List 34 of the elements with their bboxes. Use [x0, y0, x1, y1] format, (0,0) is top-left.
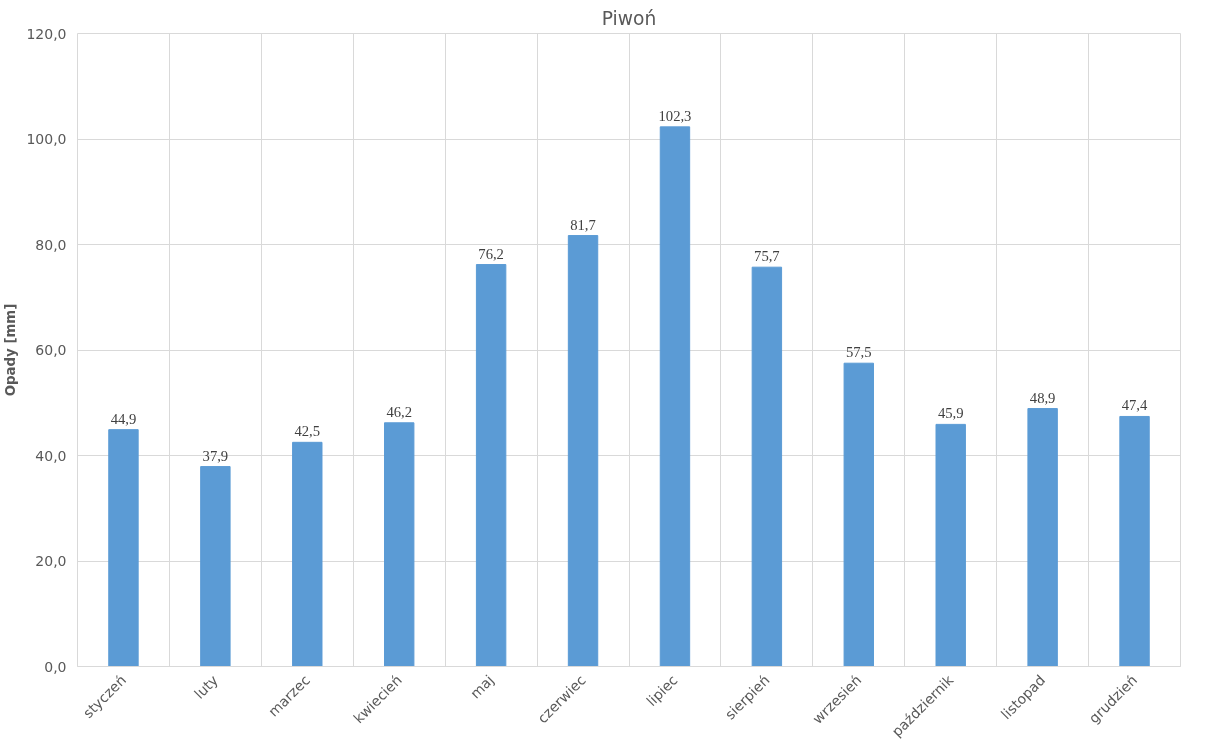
- bar: [108, 429, 139, 667]
- chart-title: Piwoń: [601, 7, 657, 29]
- data-label: 46,2: [386, 403, 413, 420]
- y-tick-label: 40,0: [35, 447, 67, 464]
- y-tick-label: 80,0: [35, 236, 67, 253]
- y-tick-label: 20,0: [35, 553, 67, 569]
- bar: [935, 423, 966, 667]
- bar: [1027, 408, 1058, 667]
- data-label: 102,3: [658, 107, 692, 124]
- y-axis-title: Opady [mm]: [3, 303, 19, 397]
- data-label: 42,5: [294, 423, 321, 440]
- bar: [475, 264, 507, 667]
- data-label: 44,9: [110, 410, 137, 427]
- data-label: 75,7: [754, 248, 780, 265]
- x-tick-label: luty: [190, 671, 222, 702]
- bar: [567, 235, 599, 667]
- bar: [843, 362, 874, 667]
- y-tick-label: 100,0: [26, 131, 67, 147]
- y-tick-label: 120,0: [26, 25, 67, 42]
- data-label: 57,5: [845, 344, 872, 361]
- bar: [751, 266, 783, 667]
- bar: [292, 441, 323, 667]
- data-label: 37,9: [202, 447, 229, 464]
- bar: [659, 126, 691, 667]
- data-label: 48,9: [1029, 389, 1056, 406]
- data-label: 45,9: [937, 405, 964, 422]
- bar: [384, 422, 415, 667]
- data-label: 81,7: [570, 216, 596, 233]
- y-tick-label: 60,0: [35, 342, 67, 358]
- bar: [1119, 415, 1150, 667]
- data-label: 76,2: [478, 245, 504, 262]
- bar: [200, 466, 231, 667]
- y-tick-label: 0,0: [44, 658, 67, 675]
- data-label: 47,4: [1121, 397, 1149, 414]
